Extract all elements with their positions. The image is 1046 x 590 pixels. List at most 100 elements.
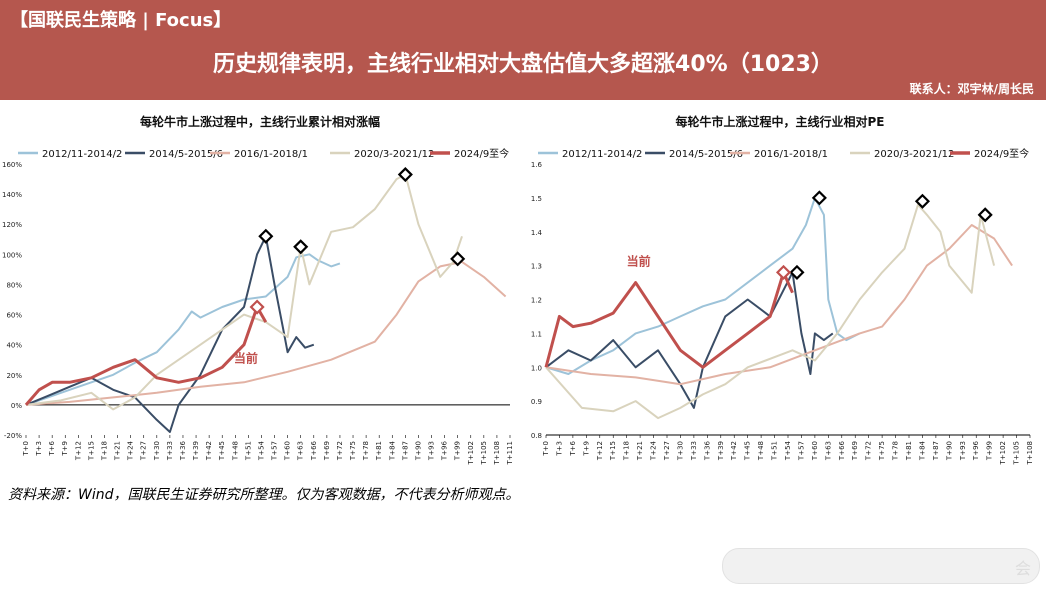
x-tick-label: T+51 xyxy=(771,441,779,461)
x-tick-label: T+105 xyxy=(1013,441,1021,466)
contact-info: 联系人：邓宇林/周长民 xyxy=(909,82,1034,96)
legend-label: 2016/1-2018/1 xyxy=(754,149,828,160)
x-tick-label: T+87 xyxy=(401,441,409,461)
x-tick-label: T+6 xyxy=(569,440,577,456)
current-annotation: 当前 xyxy=(627,254,651,269)
x-tick-label: T+24 xyxy=(650,440,658,461)
legend-label: 2012/11-2014/2 xyxy=(42,149,122,160)
header-banner: 【国联民生策略 | Focus】 历史规律表明，主线行业相对大盘估值大多超涨40… xyxy=(0,0,1046,100)
x-tick-label: T+81 xyxy=(375,441,383,461)
x-tick-label: T+69 xyxy=(323,441,331,461)
current-annotation: 当前 xyxy=(234,351,258,366)
x-tick-label: T+75 xyxy=(349,441,357,461)
x-tick-label: T+36 xyxy=(179,440,187,461)
x-tick-label: T+3 xyxy=(35,441,43,457)
x-tick-label: T+3 xyxy=(555,441,563,457)
y-tick-label: 1.3 xyxy=(531,263,542,271)
y-tick-label: 100% xyxy=(2,251,22,259)
y-tick-label: 1.1 xyxy=(531,330,542,338)
cumulative-return-chart: 每轮牛市上涨过程中，主线行业累计相对涨幅 2012/11-2014/2 2014/5… xyxy=(0,102,520,482)
x-tick-label: T+90 xyxy=(414,441,422,461)
x-tick-label: T+15 xyxy=(609,441,617,461)
x-tick-label: T+102 xyxy=(999,441,1007,466)
x-tick-label: T+42 xyxy=(730,441,738,461)
x-tick-label: T+15 xyxy=(87,441,95,461)
legend-label: 2014/5-2015/6 xyxy=(669,149,743,160)
series-line xyxy=(545,196,861,375)
x-tick-label: T+6 xyxy=(48,440,56,456)
peak-marker xyxy=(450,251,466,267)
y-tick-label: 1.6 xyxy=(531,161,543,169)
y-tick-label: 80% xyxy=(6,281,22,289)
x-tick-label: T+21 xyxy=(114,441,122,461)
y-tick-label: 0.8 xyxy=(531,432,542,440)
x-tick-label: T+72 xyxy=(336,441,344,461)
x-tick-label: T+9 xyxy=(61,441,69,457)
x-tick-label: T+87 xyxy=(932,441,940,461)
y-tick-label: 140% xyxy=(2,191,22,199)
peak-marker xyxy=(258,228,274,244)
legend-label: 2024/9至今 xyxy=(974,147,1029,160)
x-tick-label: T+18 xyxy=(623,441,631,461)
peak-marker xyxy=(914,193,931,209)
x-tick-label: T+63 xyxy=(824,441,832,461)
x-tick-label: T+18 xyxy=(100,441,108,461)
x-tick-label: T+57 xyxy=(271,441,279,461)
x-tick-label: T+63 xyxy=(297,441,305,461)
x-tick-label: T+96 xyxy=(441,440,449,461)
x-tick-label: T+42 xyxy=(205,441,213,461)
peak-marker xyxy=(293,239,309,255)
relative-pe-chart: 每轮牛市上涨过程中，主线行业相对PE 2012/11-2014/2 2014/5-2… xyxy=(520,102,1040,482)
peak-marker xyxy=(977,207,993,223)
legend-label: 2012/11-2014/2 xyxy=(562,149,642,160)
y-tick-label: 1.0 xyxy=(531,364,542,372)
peak-marker xyxy=(249,299,265,315)
y-tick-label: 1.4 xyxy=(531,229,543,237)
x-tick-label: T+12 xyxy=(596,441,604,461)
chart-title: 每轮牛市上涨过程中，主线行业累计相对涨幅 xyxy=(140,114,380,129)
x-tick-label: T+99 xyxy=(986,441,994,461)
x-tick-label: T+0 xyxy=(542,441,550,457)
x-tick-label: T+93 xyxy=(959,441,967,461)
peak-marker xyxy=(789,264,805,280)
relative-pe-chart-svg: 每轮牛市上涨过程中，主线行业相对PE 2012/11-2014/2 2014/5-2… xyxy=(531,114,1034,466)
y-tick-label: 60% xyxy=(6,312,22,320)
legend-label: 2020/3-2021/12 xyxy=(354,149,434,160)
legend-label: 2024/9至今 xyxy=(454,147,509,160)
legend-label: 2014/5-2015/6 xyxy=(149,149,223,160)
x-tick-label: T+39 xyxy=(717,441,725,461)
x-tick-label: T+21 xyxy=(636,441,644,461)
x-tick-label: T+27 xyxy=(140,441,148,461)
series-line xyxy=(25,173,463,411)
x-tick-label: T+57 xyxy=(797,441,805,461)
series-line xyxy=(24,305,268,406)
page-title: 历史规律表明，主线行业相对大盘估值大多超涨40%（1023） xyxy=(213,52,833,77)
x-tick-label: T+108 xyxy=(493,441,501,466)
y-tick-label: 160% xyxy=(2,161,22,169)
x-tick-label: T+51 xyxy=(244,441,252,461)
x-tick-label: T+33 xyxy=(166,441,174,461)
series-line xyxy=(545,203,996,420)
x-tick-label: T+111 xyxy=(506,441,514,466)
x-tick-label: T+9 xyxy=(582,441,590,457)
series-line xyxy=(25,235,315,433)
watermark-text: 会 xyxy=(1014,559,1031,578)
x-tick-label: T+75 xyxy=(878,441,886,461)
x-tick-label: T+84 xyxy=(918,440,926,461)
x-tick-label: T+30 xyxy=(676,441,684,461)
x-tick-label: T+36 xyxy=(703,440,711,461)
peak-marker xyxy=(775,264,792,280)
x-tick-label: T+102 xyxy=(467,441,475,466)
y-tick-label: 40% xyxy=(6,342,22,350)
legend-label: 2020/3-2021/12 xyxy=(874,149,954,160)
y-tick-label: -20% xyxy=(4,432,22,440)
series-line xyxy=(25,253,341,406)
x-tick-label: T+99 xyxy=(454,441,462,461)
x-tick-label: T+81 xyxy=(905,441,913,461)
y-tick-label: 1.2 xyxy=(531,297,542,305)
series-line xyxy=(25,260,507,406)
x-tick-label: T+54 xyxy=(257,440,265,461)
x-tick-label: T+60 xyxy=(811,441,819,461)
x-tick-label: T+93 xyxy=(428,441,436,461)
x-tick-label: T+66 xyxy=(838,440,846,461)
